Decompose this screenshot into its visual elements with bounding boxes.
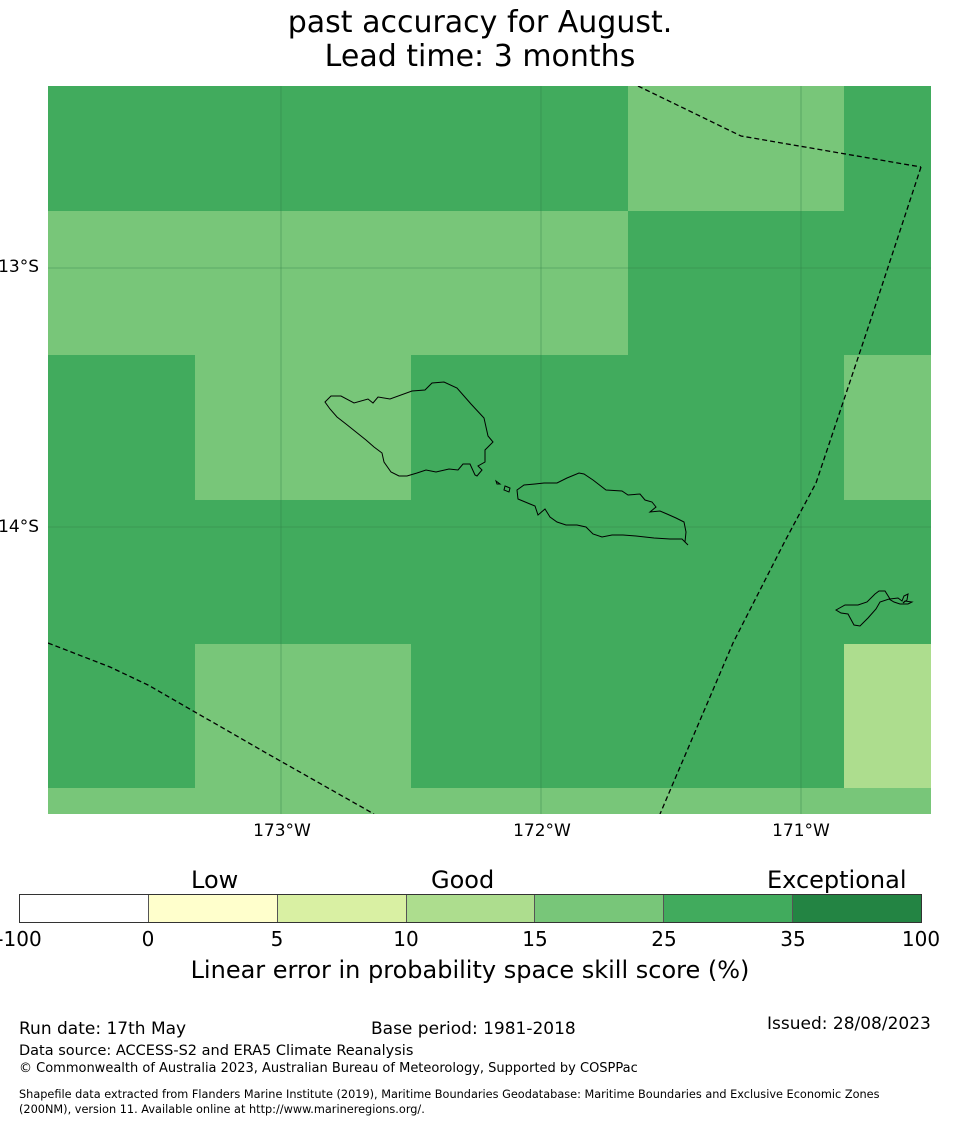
apolima-island-outline bbox=[503, 485, 511, 493]
colorbar-tick-label: 100 bbox=[901, 927, 941, 951]
map-title-line-1: past accuracy for August. bbox=[287, 5, 673, 40]
colorbar-segment bbox=[20, 895, 149, 922]
colorbar-segment bbox=[406, 895, 536, 922]
lat-label-13s: 13°S bbox=[0, 257, 39, 277]
maritime-boundary bbox=[48, 86, 922, 814]
issued-date: Issued: 28/08/2023 bbox=[767, 1014, 931, 1034]
colorbar-tick-label: 0 bbox=[141, 927, 155, 951]
colorbar-segment bbox=[664, 895, 794, 922]
manono-island-outline bbox=[495, 479, 502, 485]
lon-label-172w: 172°W bbox=[513, 821, 571, 841]
lon-label-173w: 173°W bbox=[253, 821, 311, 841]
grid-cell bbox=[195, 644, 411, 814]
eez-boundary-east bbox=[659, 166, 922, 814]
grid-cell bbox=[844, 355, 931, 500]
savaii-island-outline bbox=[324, 381, 494, 477]
colorbar-tick-label: 10 bbox=[393, 927, 419, 951]
graticule bbox=[48, 86, 931, 814]
colorbar-tick-label: -100 bbox=[0, 927, 42, 951]
legend-colorbar bbox=[19, 894, 922, 923]
skill-map-svg bbox=[48, 86, 931, 814]
lat-label-14s: 14°S bbox=[0, 517, 39, 537]
skill-map bbox=[48, 86, 931, 814]
colorbar-tick-label: 15 bbox=[522, 927, 548, 951]
coastlines bbox=[324, 381, 914, 627]
skill-grid bbox=[48, 86, 931, 814]
base-period: Base period: 1981-2018 bbox=[371, 1019, 576, 1039]
run-date: Run date: 17th May bbox=[19, 1019, 187, 1039]
colorbar-tick-label: 25 bbox=[651, 927, 677, 951]
legend-category-exceptional: Exceptional bbox=[767, 866, 907, 894]
eez-boundary-southwest bbox=[48, 642, 375, 814]
lon-label-171w: 171°W bbox=[772, 821, 830, 841]
colorbar-tick-label: 35 bbox=[780, 927, 806, 951]
eez-boundary-north bbox=[637, 86, 922, 168]
map-title-line-2: Lead time: 3 months bbox=[324, 39, 636, 74]
colorbar-segment bbox=[277, 895, 407, 922]
grid-cell bbox=[48, 788, 931, 814]
shapefile-credit-line-1: Shapefile data extracted from Flanders M… bbox=[19, 1088, 880, 1101]
colorbar-segment bbox=[148, 895, 278, 922]
grid-cell bbox=[48, 211, 628, 355]
colorbar-caption: Linear error in probability space skill … bbox=[190, 956, 750, 984]
colorbar-segment bbox=[535, 895, 665, 922]
legend-category-low: Low bbox=[191, 866, 239, 894]
colorbar-segment bbox=[793, 895, 922, 922]
data-source: Data source: ACCESS-S2 and ERA5 Climate … bbox=[19, 1043, 414, 1059]
grid-cell bbox=[195, 355, 411, 500]
tutuila-island-outline bbox=[835, 590, 914, 627]
shapefile-credit-line-2: (200NM), version 11. Available online at… bbox=[19, 1103, 425, 1116]
colorbar-tick-label: 5 bbox=[270, 927, 284, 951]
grid-cell bbox=[628, 86, 844, 211]
legend-category-good: Good bbox=[431, 866, 495, 894]
upolu-island-outline bbox=[516, 472, 689, 546]
grid-cell bbox=[844, 644, 931, 788]
copyright-notice: © Commonwealth of Australia 2023, Austra… bbox=[19, 1061, 638, 1076]
